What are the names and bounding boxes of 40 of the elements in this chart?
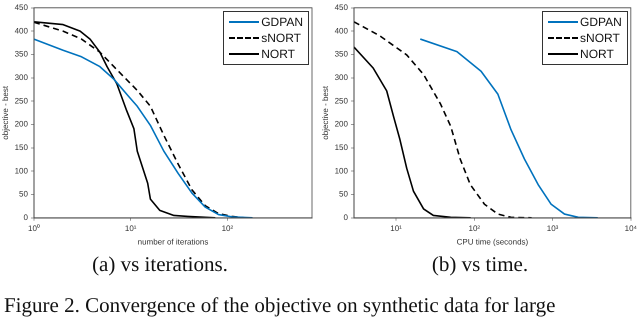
y-tick-label: 250	[14, 96, 28, 106]
y-tick-label: 150	[334, 143, 348, 152]
y-tick-label: 50	[339, 190, 348, 199]
y-tick-label: 100	[14, 166, 28, 176]
y-tick-label: 250	[334, 96, 348, 106]
y-tick-label: 450	[14, 3, 28, 12]
y-tick-label: 200	[14, 120, 28, 129]
text: (b) vs time.	[430, 252, 530, 277]
x-axis-title: CPU time (seconds)	[456, 237, 529, 246]
y-tick-label: 350	[14, 50, 28, 59]
x-tick-label: 10⁴	[624, 224, 638, 233]
y-tick-label: 400	[14, 26, 28, 36]
y-axis-title: objective - best	[1, 85, 10, 140]
y-tick-label: 300	[14, 73, 28, 82]
y-tick-label: 100	[334, 166, 348, 176]
x-tick-label: 10¹	[390, 224, 402, 233]
legend-label: NORT	[261, 46, 295, 61]
x-tick-label: 10²	[222, 224, 234, 233]
y-tick-label: 0	[343, 213, 348, 222]
legend-label: sNORT	[261, 30, 301, 45]
y-tick-label: 0	[23, 213, 28, 222]
legend-label: GDPAN	[580, 14, 622, 29]
y-tick-label: 300	[334, 73, 348, 82]
caption: Figure 2. Convergence of the objective on synthetic data for large	[3, 293, 556, 318]
x-tick-label: 10¹	[124, 224, 137, 233]
legend-label: NORT	[580, 46, 614, 61]
y-tick-label: 350	[334, 50, 348, 59]
x-tick-label: 10²	[468, 224, 480, 233]
y-tick-label: 400	[334, 26, 348, 36]
y-tick-label: 200	[334, 120, 348, 129]
x-axis-title: number of iterations	[138, 237, 208, 246]
legend-label: sNORT	[580, 30, 620, 45]
y-tick-label: 450	[334, 3, 348, 12]
y-axis-title: objective - best	[321, 85, 330, 140]
text: (a) vs iterations.	[91, 252, 229, 277]
x-tick-label: 10³	[546, 224, 559, 233]
x-tick-label: 10⁰	[28, 224, 40, 233]
y-tick-label: 50	[19, 190, 28, 199]
legend-label: GDPAN	[261, 14, 303, 29]
y-tick-label: 150	[14, 143, 28, 152]
